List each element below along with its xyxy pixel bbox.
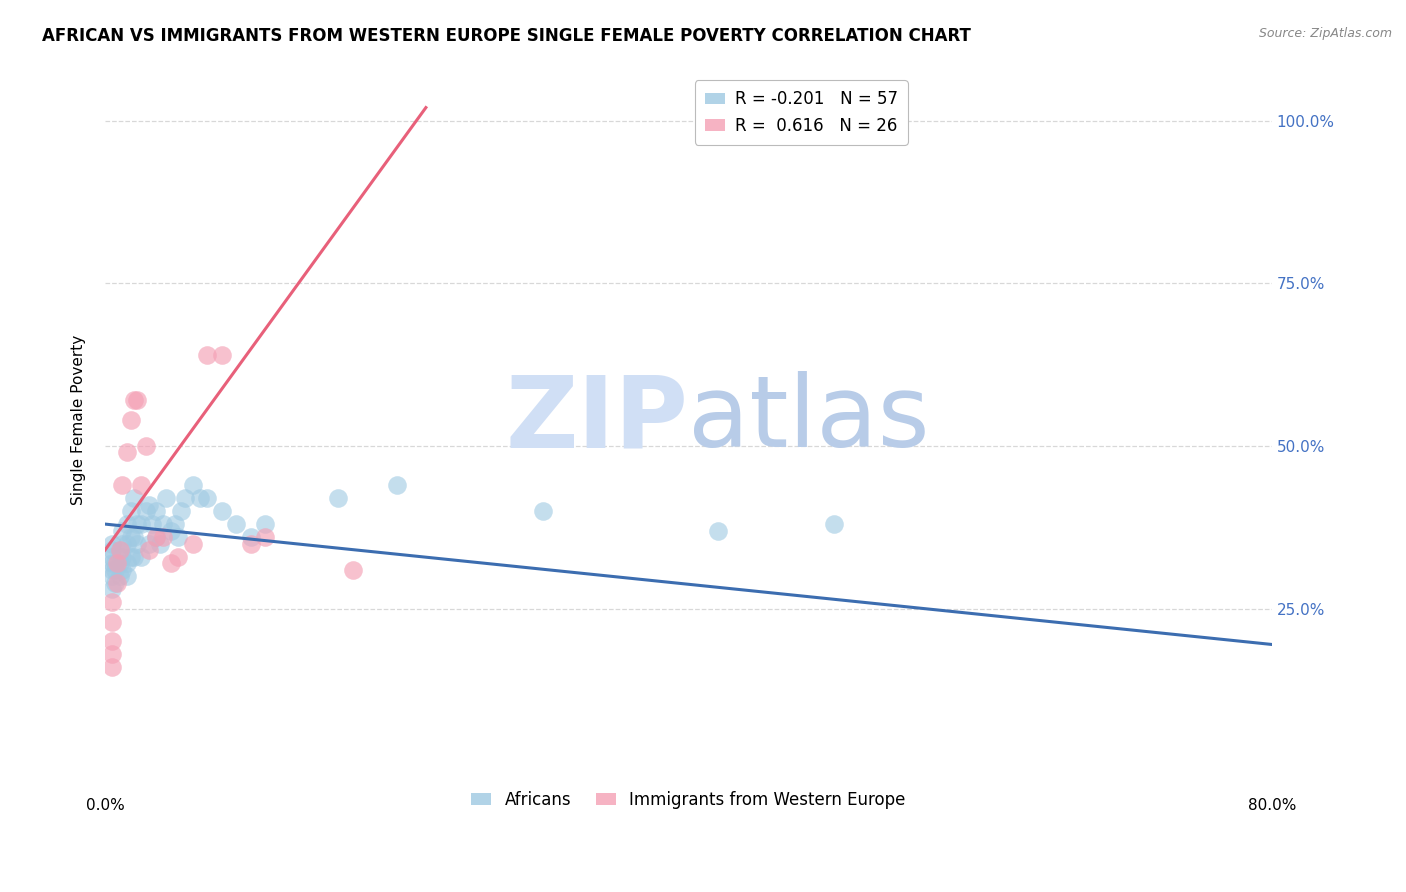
Point [101, 634, 124, 648]
Point [101, 536, 124, 550]
Point [122, 549, 145, 564]
Text: ZIP: ZIP [506, 371, 689, 468]
Point [122, 530, 145, 544]
Point [155, 491, 177, 505]
Point [105, 575, 128, 590]
Point [101, 615, 124, 629]
Point [131, 478, 153, 492]
Point [342, 563, 364, 577]
Point [101, 543, 124, 558]
Point [167, 549, 190, 564]
Point [115, 556, 138, 570]
Point [111, 549, 134, 564]
Point [138, 543, 160, 558]
Point [152, 530, 174, 544]
Point [167, 530, 190, 544]
Point [108, 569, 131, 583]
Point [111, 536, 134, 550]
Point [149, 536, 172, 550]
Point [108, 556, 131, 570]
Point [181, 536, 204, 550]
Point [111, 563, 134, 577]
Text: 0.0%: 0.0% [86, 798, 124, 813]
Point [706, 524, 728, 538]
Point [239, 530, 262, 544]
Point [125, 517, 148, 532]
Point [125, 393, 148, 408]
Point [188, 491, 211, 505]
Text: Source: ZipAtlas.com: Source: ZipAtlas.com [1258, 27, 1392, 40]
Point [328, 491, 350, 505]
Point [254, 530, 277, 544]
Y-axis label: Single Female Poverty: Single Female Poverty [72, 334, 86, 505]
Point [195, 491, 218, 505]
Point [135, 439, 157, 453]
Point [111, 524, 134, 538]
Point [138, 536, 160, 550]
Point [115, 536, 138, 550]
Point [101, 556, 124, 570]
Point [152, 517, 174, 532]
Point [823, 517, 845, 532]
Point [122, 393, 145, 408]
Point [145, 504, 167, 518]
Point [174, 491, 197, 505]
Point [120, 549, 142, 564]
Point [101, 569, 124, 583]
Point [159, 524, 181, 538]
Point [115, 445, 138, 459]
Point [163, 517, 186, 532]
Point [385, 478, 408, 492]
Point [122, 491, 145, 505]
Point [101, 595, 124, 609]
Point [170, 504, 193, 518]
Point [531, 504, 554, 518]
Point [181, 478, 204, 492]
Point [254, 517, 277, 532]
Point [101, 563, 124, 577]
Text: AFRICAN VS IMMIGRANTS FROM WESTERN EUROPE SINGLE FEMALE POVERTY CORRELATION CHAR: AFRICAN VS IMMIGRANTS FROM WESTERN EUROP… [42, 27, 972, 45]
Point [145, 530, 167, 544]
Point [145, 530, 167, 544]
Point [101, 647, 124, 661]
Point [125, 536, 148, 550]
Point [138, 498, 160, 512]
Point [104, 563, 127, 577]
Point [225, 517, 247, 532]
Legend: Africans, Immigrants from Western Europe: Africans, Immigrants from Western Europe [464, 784, 912, 816]
Point [159, 556, 181, 570]
Point [108, 543, 131, 558]
Point [135, 504, 157, 518]
Point [120, 413, 142, 427]
Point [101, 660, 124, 674]
Point [115, 569, 138, 583]
Point [115, 517, 138, 532]
Point [120, 530, 142, 544]
Point [131, 517, 153, 532]
Point [211, 348, 233, 362]
Point [104, 556, 127, 570]
Text: atlas: atlas [689, 371, 931, 468]
Point [141, 517, 163, 532]
Point [104, 575, 127, 590]
Point [101, 582, 124, 596]
Point [131, 549, 153, 564]
Point [211, 504, 233, 518]
Point [120, 504, 142, 518]
Point [108, 543, 131, 558]
Text: 80.0%: 80.0% [1247, 798, 1296, 813]
Point [239, 536, 262, 550]
Point [101, 549, 124, 564]
Point [195, 348, 218, 362]
Point [105, 556, 128, 570]
Point [111, 478, 134, 492]
